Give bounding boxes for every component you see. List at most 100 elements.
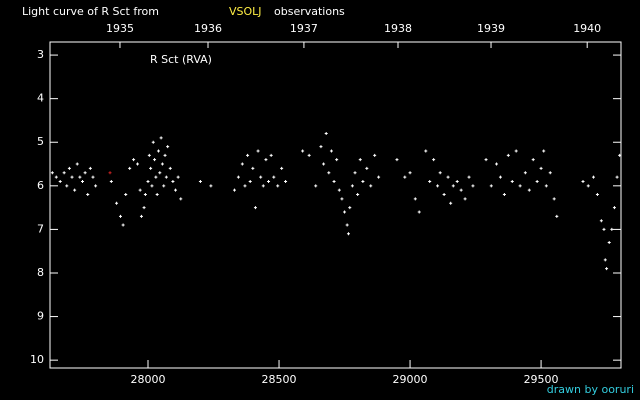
data-point: [124, 193, 128, 197]
data-point: [432, 158, 436, 162]
x2-tick-label: 1938: [384, 22, 412, 35]
data-point: [361, 179, 365, 183]
data-point: [307, 153, 311, 157]
data-point: [350, 184, 354, 188]
data-point: [451, 184, 455, 188]
data-point: [240, 162, 244, 166]
data-point: [261, 184, 265, 188]
data-point: [314, 184, 318, 188]
data-point: [272, 175, 276, 179]
y-tick-label: 6: [37, 179, 44, 192]
data-point: [343, 210, 347, 214]
y-tick-label: 3: [37, 48, 44, 61]
x-tick-label: 29000: [393, 373, 428, 386]
data-point: [489, 184, 493, 188]
data-point: [139, 214, 143, 218]
data-point: [246, 153, 250, 157]
data-point: [514, 149, 518, 153]
x-tick-label: 28000: [131, 373, 166, 386]
data-point: [143, 193, 147, 197]
data-point: [248, 179, 252, 183]
data-point: [67, 166, 71, 170]
data-point: [510, 179, 514, 183]
data-point: [607, 240, 611, 244]
data-point: [322, 162, 326, 166]
x2-tick-label: 1936: [194, 22, 222, 35]
data-point: [552, 197, 556, 201]
data-point: [602, 227, 606, 231]
data-point: [198, 179, 202, 183]
x2-tick-label: 1940: [573, 22, 601, 35]
data-point: [243, 184, 247, 188]
data-point: [54, 175, 58, 179]
data-point: [586, 184, 590, 188]
data-point: [615, 175, 619, 179]
x-tick-label: 29500: [524, 373, 559, 386]
data-point: [455, 179, 459, 183]
data-point: [484, 158, 488, 162]
data-point: [353, 171, 357, 175]
y-tick-label: 5: [37, 135, 44, 148]
data-point: [502, 193, 506, 197]
data-point: [156, 149, 160, 153]
data-point: [591, 175, 595, 179]
data-point: [377, 175, 381, 179]
data-point: [146, 179, 150, 183]
data-point: [136, 162, 140, 166]
y-tick-label: 8: [37, 266, 44, 279]
data-point: [595, 193, 599, 197]
data-point: [276, 184, 280, 188]
data-point: [424, 149, 428, 153]
data-point: [329, 149, 333, 153]
y-tick-label: 4: [37, 92, 44, 105]
x-tick-label: 28500: [262, 373, 297, 386]
data-point: [153, 158, 157, 162]
title-source: VSOLJ: [229, 5, 262, 18]
data-point: [610, 227, 614, 231]
data-point: [603, 258, 607, 262]
data-point: [356, 193, 360, 197]
data-point: [555, 214, 559, 218]
data-point: [138, 188, 142, 192]
data-point: [345, 223, 349, 227]
data-point: [166, 145, 170, 149]
y-tick-label: 7: [37, 222, 44, 235]
data-point: [94, 184, 98, 188]
x2-tick-label: 1935: [106, 22, 134, 35]
data-point: [471, 184, 475, 188]
data-point: [179, 197, 183, 201]
data-point: [413, 197, 417, 201]
data-point: [168, 166, 172, 170]
data-point: [442, 193, 446, 197]
data-point: [50, 171, 54, 175]
data-point: [436, 184, 440, 188]
data-point: [109, 179, 113, 183]
data-point: [369, 184, 373, 188]
data-point: [548, 171, 552, 175]
data-point: [121, 223, 125, 227]
data-point: [527, 188, 531, 192]
data-point: [58, 179, 62, 183]
data-point: [62, 171, 66, 175]
data-point: [403, 175, 407, 179]
data-point: [108, 171, 112, 175]
title-suffix: observations: [274, 5, 345, 18]
data-point: [581, 179, 585, 183]
data-point: [80, 179, 84, 183]
data-point: [163, 153, 167, 157]
data-point: [518, 184, 522, 188]
data-point: [151, 140, 155, 144]
data-point: [599, 219, 603, 223]
data-point: [446, 175, 450, 179]
data-point: [332, 179, 336, 183]
data-point: [531, 158, 535, 162]
data-point: [259, 175, 263, 179]
data-point: [327, 171, 331, 175]
data-point: [417, 210, 421, 214]
data-point: [495, 162, 499, 166]
data-point: [498, 175, 502, 179]
x2-tick-label: 1939: [477, 22, 505, 35]
data-point: [408, 171, 412, 175]
footer: drawn by ooruri: [547, 383, 634, 396]
